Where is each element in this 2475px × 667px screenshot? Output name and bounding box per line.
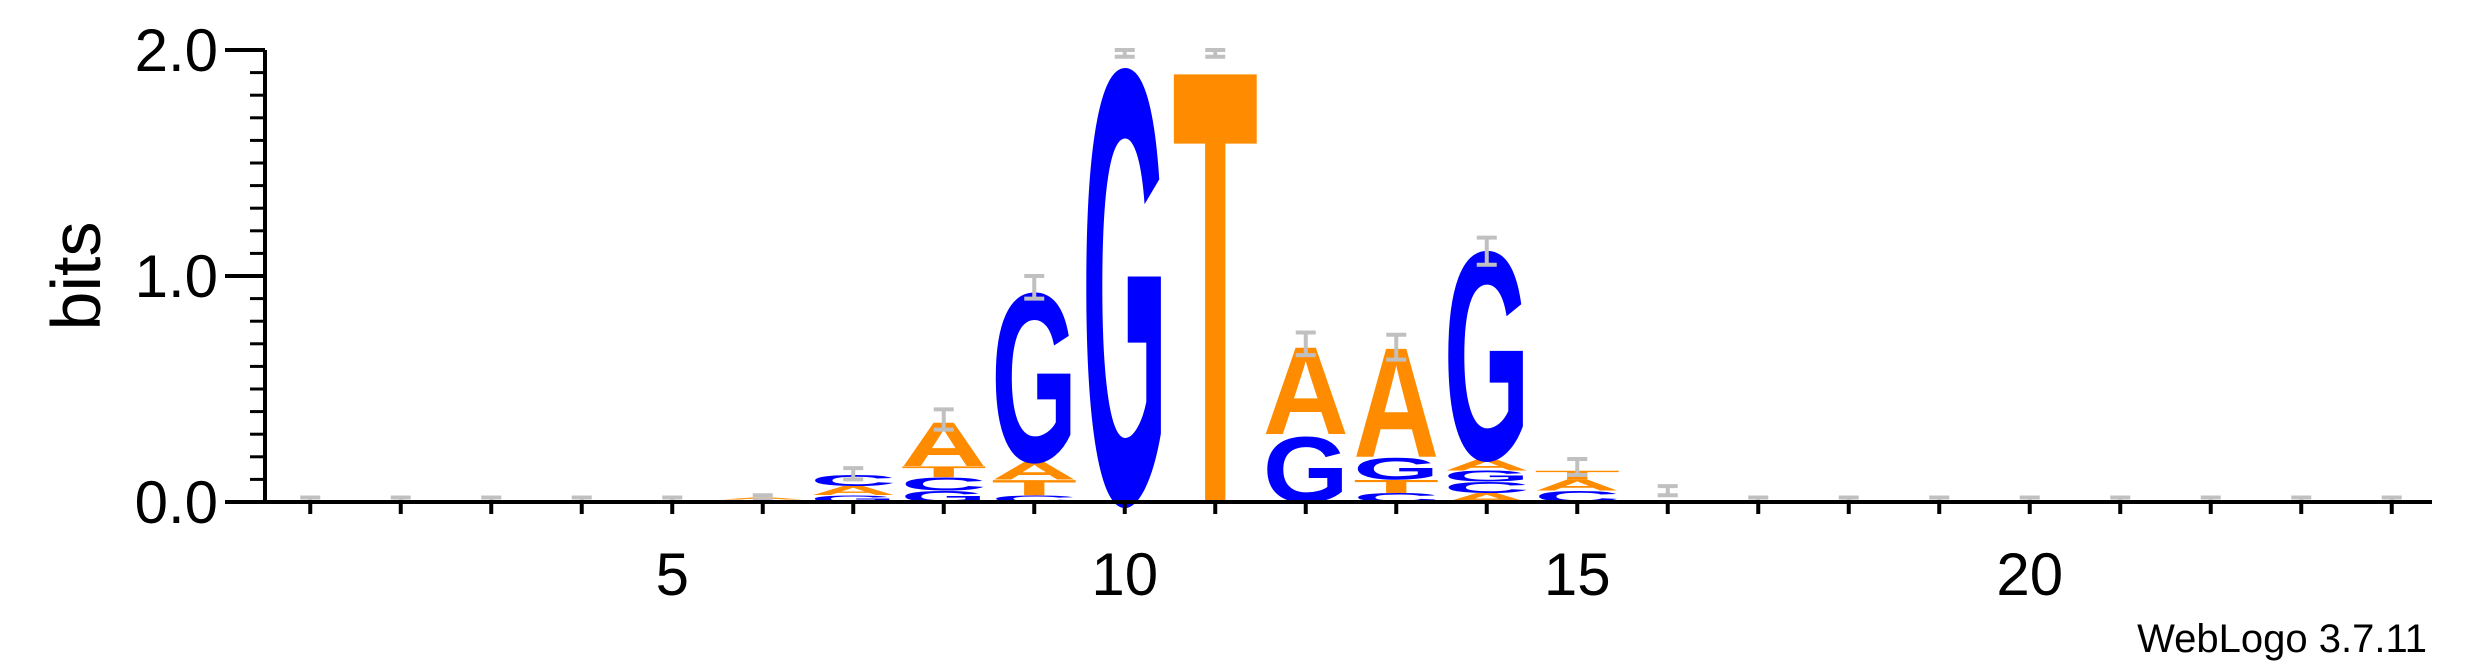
- x-tick-label: 20: [1996, 541, 2063, 608]
- footer-version-label: WebLogo 3.7.11: [2137, 617, 2427, 661]
- y-tick-label: 1.0: [135, 243, 218, 310]
- y-tick-label: 2.0: [135, 17, 218, 84]
- logo-glyph-t: T: [901, 463, 987, 481]
- logo-glyph-g: G: [1353, 451, 1439, 486]
- error-bar: [1386, 332, 1407, 362]
- y-axis-label: bits: [37, 222, 115, 331]
- x-tick-label: 15: [1544, 541, 1611, 608]
- error-bar: [933, 407, 954, 432]
- error-bar: [752, 493, 773, 502]
- error-bar: [1114, 48, 1135, 59]
- logo-glyph-a: A: [810, 484, 896, 498]
- error-bar: [843, 466, 864, 482]
- logo-glyph-g: G: [1444, 468, 1530, 485]
- logo-glyph-c: C: [991, 494, 1077, 504]
- x-tick-label: 5: [656, 541, 689, 608]
- logo-glyph-a: A: [1534, 476, 1620, 494]
- error-bar: [1024, 274, 1045, 301]
- error-bar: [1476, 235, 1497, 267]
- logo-glyph-c: C: [901, 474, 987, 495]
- error-bar: [1657, 484, 1678, 498]
- logo-glyph-t: T: [991, 476, 1077, 500]
- logo-glyph-t: T: [1353, 476, 1439, 497]
- logo-glyph-a: A: [991, 457, 1077, 485]
- error-bar: [1567, 457, 1588, 477]
- x-tick-layer: 5 10 15 20: [308, 502, 2394, 608]
- logo-glyph-g: G: [810, 493, 896, 504]
- error-bar: [1205, 48, 1226, 59]
- error-bar: [1295, 330, 1316, 358]
- logo-glyph-c: C: [1444, 479, 1530, 497]
- logo-glyph-g: G: [1082, 0, 1168, 634]
- logo-glyph-t: T: [1172, 0, 1258, 634]
- x-tick-label: 10: [1091, 541, 1158, 608]
- glyph-layer: CAGACGCTACTAGGTGACTGAACGAGCAT: [720, 0, 1620, 634]
- logo-glyph-a: A: [1444, 456, 1530, 474]
- y-tick-label: 0.0: [135, 469, 218, 536]
- error-bar-layer: [300, 48, 2402, 504]
- y-tick-layer: 0.0 1.0 2.0: [135, 17, 265, 536]
